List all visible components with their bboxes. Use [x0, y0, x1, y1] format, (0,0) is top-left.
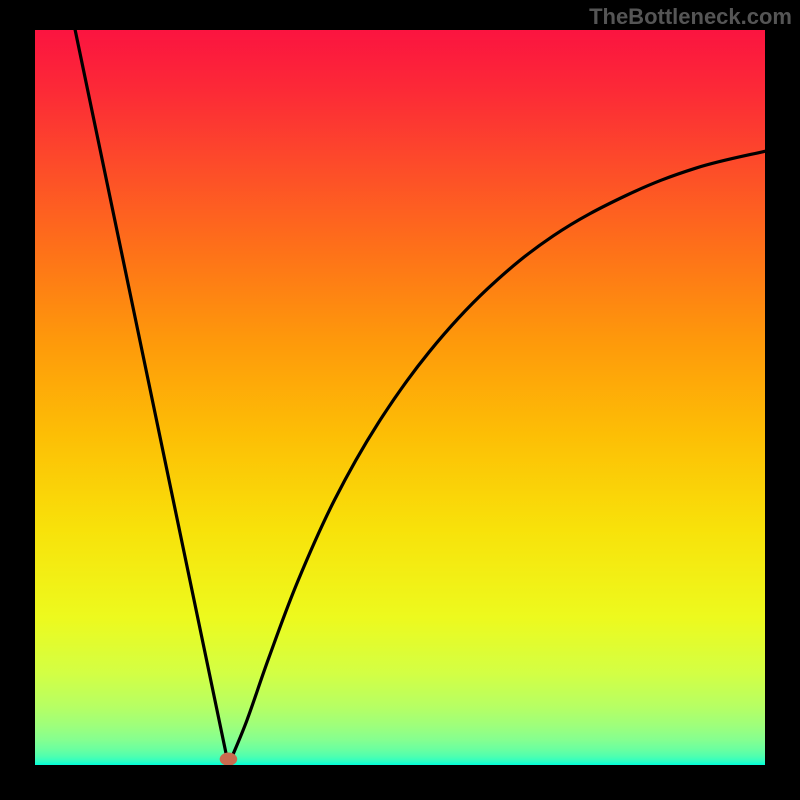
bottleneck-chart — [0, 0, 800, 800]
minimum-marker — [220, 753, 238, 766]
watermark-text: TheBottleneck.com — [589, 4, 792, 30]
plot-background — [35, 30, 765, 765]
chart-frame: TheBottleneck.com — [0, 0, 800, 800]
